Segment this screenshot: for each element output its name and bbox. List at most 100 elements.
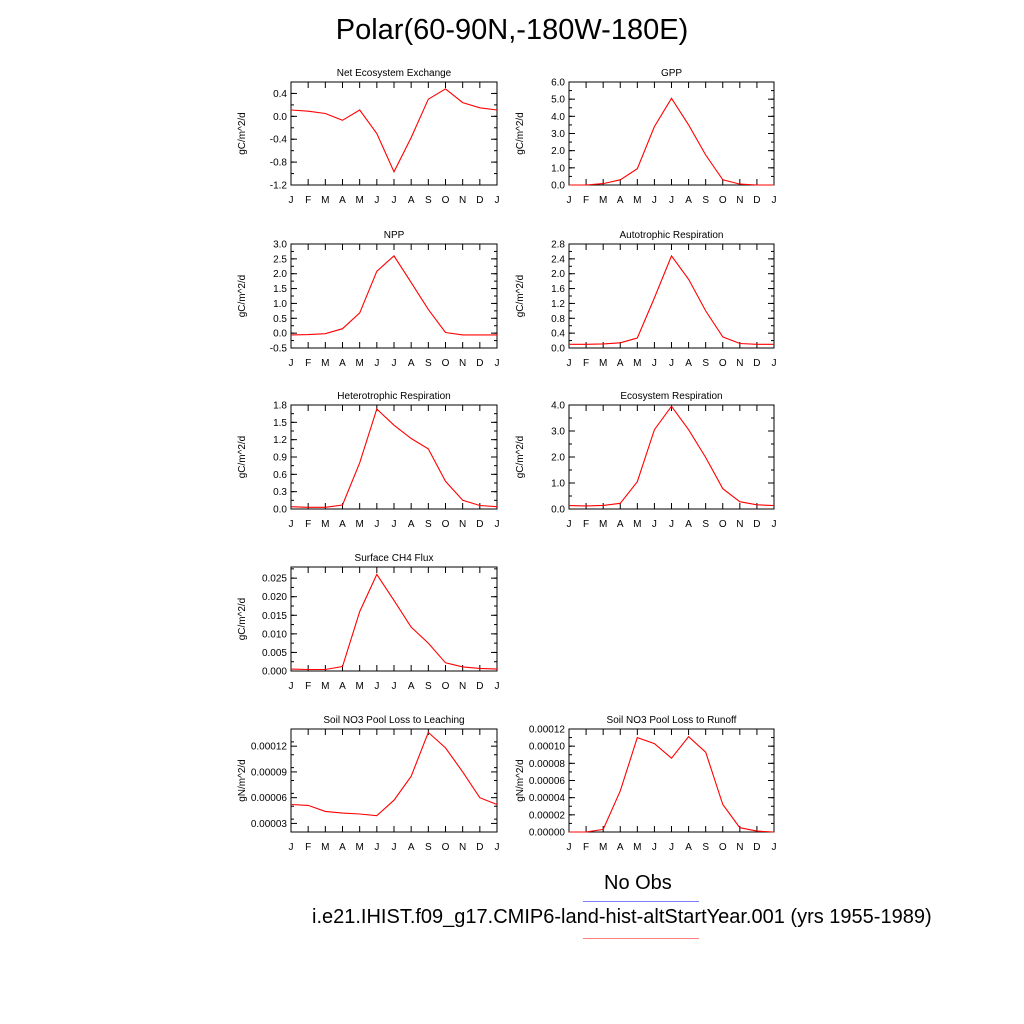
- ar-xtick-label: S: [702, 358, 709, 369]
- er-ytick-label: 1.0: [551, 479, 565, 490]
- ar-xtick-label: M: [633, 358, 641, 369]
- ar-ytick-label: 1.2: [551, 299, 565, 310]
- er-plot-frame: [568, 404, 775, 510]
- gpp-xtick-label: O: [719, 195, 727, 206]
- no3_leach-xtick-label: A: [339, 842, 346, 853]
- hr-xtick-label: F: [305, 519, 311, 530]
- no3_leach-plot-frame: [290, 728, 498, 833]
- no3_leach-ytick-label: 0.00003: [251, 819, 288, 830]
- gpp-series-line: [569, 97, 774, 186]
- ar-xtick-label: A: [617, 358, 624, 369]
- ch4-xtick-label: A: [339, 681, 346, 692]
- no3_leach-xtick-label: N: [459, 842, 466, 853]
- ch4-xtick-label: D: [476, 681, 483, 692]
- hr-xtick-label: O: [442, 519, 450, 530]
- ch4-ytick-label: 0.005: [262, 648, 287, 659]
- hr-ytick-label: 1.2: [273, 435, 287, 446]
- er-xtick-label: S: [702, 519, 709, 530]
- ar-ytick-label: 1.6: [551, 284, 565, 295]
- npp-title: NPP: [384, 230, 405, 241]
- ch4-xtick-label: J: [374, 681, 379, 692]
- npp-ylabel: gC/m^2/d: [237, 275, 248, 318]
- ar-xtick-label: O: [719, 358, 727, 369]
- npp-series-line: [290, 255, 497, 336]
- nee-xtick-label: D: [476, 195, 483, 206]
- ar-ytick-label: 0.0: [551, 344, 565, 355]
- no3_runoff-xtick-label: J: [772, 842, 777, 853]
- npp-xtick-label: J: [289, 358, 294, 369]
- er-xtick-label: F: [583, 519, 589, 530]
- npp-xtick-label: N: [459, 358, 466, 369]
- nee-xtick-label: A: [408, 195, 415, 206]
- gpp-ytick-label: 6.0: [551, 78, 565, 89]
- ch4-ytick-label: 0.000: [262, 667, 287, 678]
- gpp-ytick-label: 2.0: [551, 146, 565, 157]
- no3_leach-ylabel: gN/m^2/d: [237, 759, 248, 802]
- no3_runoff-xtick-label: M: [633, 842, 641, 853]
- hr-xtick-label: A: [339, 519, 346, 530]
- ch4-ytick-label: 0.015: [262, 611, 287, 622]
- nee-xtick-label: M: [355, 195, 363, 206]
- no3_runoff-ytick-label: 0.00004: [529, 793, 566, 804]
- nee-xtick-label: J: [374, 195, 379, 206]
- nee-plot-frame: [290, 81, 498, 186]
- npp-xtick-label: M: [355, 358, 363, 369]
- er-xtick-label: D: [753, 519, 760, 530]
- er-ytick-label: 0.0: [551, 505, 565, 516]
- npp-xtick-label: J: [392, 358, 397, 369]
- er-xtick-label: M: [599, 519, 607, 530]
- hr-ytick-label: 0.6: [273, 470, 287, 481]
- no3_runoff-xtick-label: M: [599, 842, 607, 853]
- er-xtick-label: J: [652, 519, 657, 530]
- gpp-xtick-label: M: [599, 195, 607, 206]
- no3_runoff-xtick-label: J: [669, 842, 674, 853]
- no3_leach-ytick-label: 0.00009: [251, 767, 288, 778]
- npp-xtick-label: A: [408, 358, 415, 369]
- no3_runoff-xtick-label: O: [719, 842, 727, 853]
- er-title: Ecosystem Respiration: [620, 391, 722, 402]
- ar-xtick-label: J: [669, 358, 674, 369]
- no3_leach-xtick-label: J: [495, 842, 500, 853]
- hr-xtick-label: M: [355, 519, 363, 530]
- no3_runoff-xtick-label: N: [736, 842, 743, 853]
- nee-xtick-label: O: [442, 195, 450, 206]
- hr-xtick-label: S: [425, 519, 432, 530]
- npp-xtick-label: J: [374, 358, 379, 369]
- no3_leach-xtick-label: A: [408, 842, 415, 853]
- gpp-xtick-label: J: [772, 195, 777, 206]
- nee-ytick-label: 0.4: [273, 89, 287, 100]
- legend-obs-line: [583, 901, 699, 902]
- no3_runoff-xtick-label: J: [567, 842, 572, 853]
- hr-xtick-label: J: [392, 519, 397, 530]
- ch4-ytick-label: 0.010: [262, 629, 287, 640]
- gpp-xtick-label: D: [753, 195, 760, 206]
- ar-ytick-label: 2.0: [551, 269, 565, 280]
- no3_runoff-plot-frame: [568, 728, 775, 833]
- no3_runoff-ytick-label: 0.00012: [529, 725, 566, 736]
- npp-ytick-label: 1.0: [273, 299, 287, 310]
- nee-series-line: [290, 88, 498, 174]
- ar-ytick-label: 0.8: [551, 314, 565, 325]
- no3_leach-ytick-label: 0.00006: [251, 793, 288, 804]
- ar-xtick-label: F: [583, 358, 589, 369]
- npp-ytick-label: 0.5: [273, 314, 287, 325]
- npp-ytick-label: 1.5: [273, 284, 287, 295]
- hr-series-line: [290, 408, 498, 508]
- er-xtick-label: J: [772, 519, 777, 530]
- npp-xtick-label: O: [442, 358, 450, 369]
- ch4-title: Surface CH4 Flux: [355, 553, 434, 564]
- nee-ytick-label: -1.2: [270, 181, 288, 192]
- npp-ytick-label: 0.0: [273, 329, 287, 340]
- legend-obs-label: No Obs: [604, 872, 672, 894]
- no3_leach-xtick-label: O: [442, 842, 450, 853]
- gpp-xtick-label: F: [583, 195, 589, 206]
- ch4-xtick-label: N: [459, 681, 466, 692]
- npp-ytick-label: -0.5: [270, 344, 288, 355]
- no3_runoff-xtick-label: A: [685, 842, 692, 853]
- nee-xtick-label: S: [425, 195, 432, 206]
- nee-xtick-label: F: [305, 195, 311, 206]
- ar-xtick-label: A: [685, 358, 692, 369]
- nee-xtick-label: N: [459, 195, 466, 206]
- hr-ytick-label: 1.5: [273, 418, 287, 429]
